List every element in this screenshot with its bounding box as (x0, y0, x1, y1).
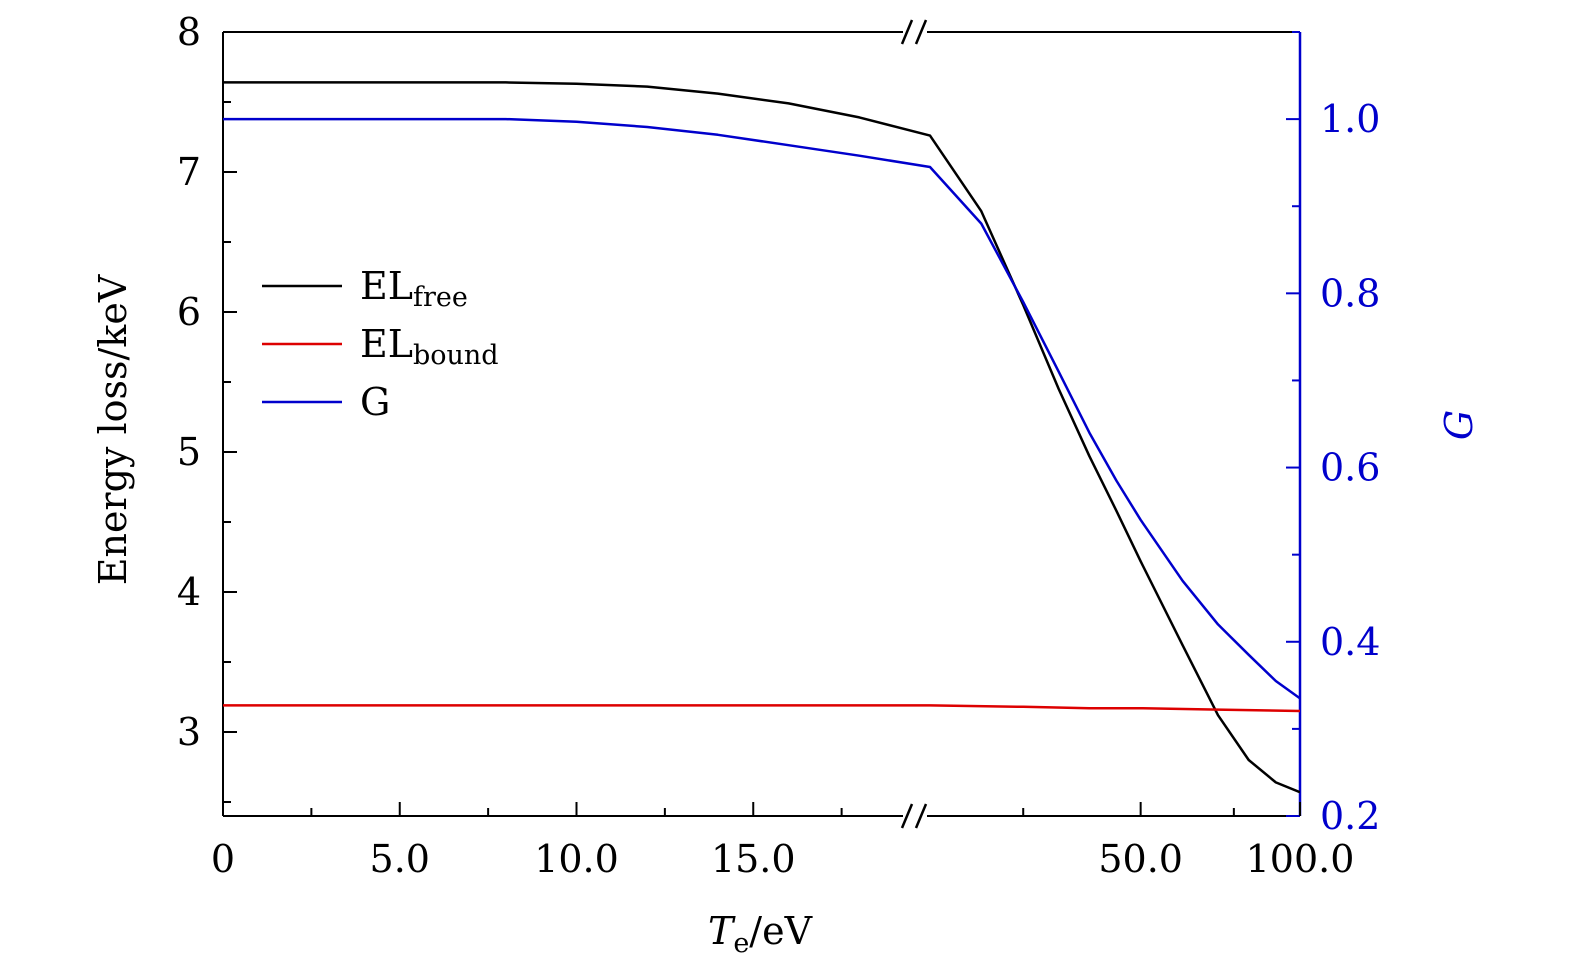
x-tick-label: 0 (211, 837, 235, 881)
series-lines (223, 81, 1300, 794)
x-tick-label: 5.0 (370, 837, 430, 881)
left-tick-label: 8 (177, 10, 201, 54)
break-mark-bottom-2 (914, 803, 928, 829)
x-tick-label: 50.0 (1098, 837, 1183, 881)
right-tick-label: 0.4 (1320, 620, 1380, 664)
x-axis-title: Te/eV (708, 909, 813, 959)
series-line-g (223, 117, 1300, 700)
series-line-el-free (223, 81, 1300, 794)
y-axis-right-title: G (1437, 410, 1481, 440)
right-axis-ticks: 0.2 0.4 0.6 0.8 1.0 (1286, 31, 1380, 838)
legend-item-el-free: ELfree (262, 264, 468, 313)
left-tick-label: 5 (177, 430, 201, 474)
legend-label-el-free-main: EL (360, 264, 413, 308)
x-axis-title-sub: e (733, 928, 749, 959)
right-tick-label: 1.0 (1320, 97, 1380, 141)
legend: ELfree ELbound G (262, 264, 499, 424)
legend-item-el-bound: ELbound (262, 322, 499, 371)
y-axis-left-title: Energy loss/keV (91, 274, 135, 585)
left-axis-ticks: 3 4 5 6 7 8 (177, 10, 237, 803)
legend-label-el-free-sub: free (413, 282, 468, 313)
break-mark-bottom-1 (900, 803, 914, 829)
left-tick-label: 6 (177, 290, 201, 334)
legend-item-g: G (262, 380, 390, 424)
right-tick-label: 0.6 (1320, 446, 1380, 490)
left-tick-label: 7 (177, 150, 201, 194)
legend-label-el-bound-main: EL (360, 322, 413, 366)
x-tick-label: 10.0 (534, 837, 619, 881)
right-tick-label: 0.8 (1320, 271, 1380, 315)
x-tick-label: 100.0 (1246, 837, 1355, 881)
legend-label-g: G (360, 380, 390, 424)
plot-frame (222, 31, 1302, 817)
right-tick-label: 0.2 (1320, 794, 1380, 838)
x-axis-ticks: 0 5.0 10.0 15.0 50.0 100.0 (211, 802, 1354, 881)
x-tick-label: 15.0 (711, 837, 796, 881)
series-line-el-bound (223, 704, 1300, 713)
x-axis-title-unit: /eV (749, 909, 812, 953)
legend-label-el-bound-sub: bound (413, 340, 499, 371)
legend-label-el-bound: ELbound (360, 322, 499, 371)
left-tick-label: 4 (177, 570, 201, 614)
legend-label-el-free: ELfree (360, 264, 468, 313)
break-mark-top-1 (900, 19, 914, 45)
left-tick-label: 3 (177, 710, 201, 754)
break-mark-top-2 (914, 19, 928, 45)
axis-break-marks (900, 19, 928, 829)
x-axis-title-main: T (708, 909, 736, 953)
